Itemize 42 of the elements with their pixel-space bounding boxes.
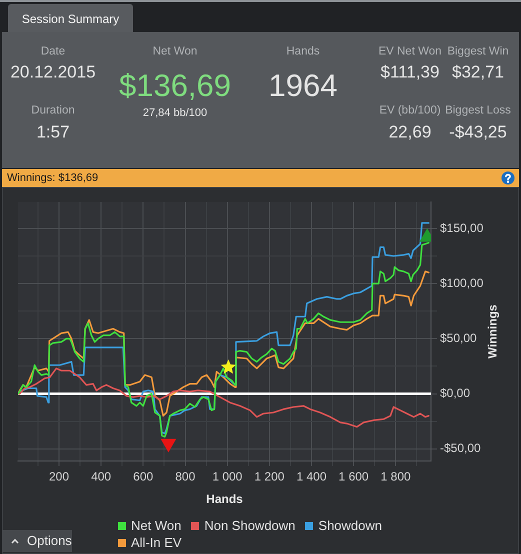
text: Duration xyxy=(31,104,75,118)
text: $111,39 xyxy=(380,62,440,82)
y-tick-label: $50,00 xyxy=(440,330,478,345)
x-tick-label: 600 xyxy=(133,470,154,484)
text: Date xyxy=(40,46,66,58)
x-tick-label: 800 xyxy=(175,470,196,484)
x-tick-label: 200 xyxy=(49,470,70,484)
y-tick-label: $100,00 xyxy=(440,276,484,290)
x-tick-label: 1 400 xyxy=(296,470,327,484)
y-tick-label: $0,00 xyxy=(440,386,470,400)
point xyxy=(220,359,236,374)
y-tick-label: -$50,00 xyxy=(440,441,482,456)
text: Biggest Loss xyxy=(445,104,511,118)
text: EV Net Won xyxy=(378,46,442,58)
text: Biggest Win xyxy=(447,46,509,58)
text: Options xyxy=(27,533,72,549)
x-tick-label: 1 600 xyxy=(338,470,369,484)
text: 1964 xyxy=(268,68,338,104)
legend-label: Showdown xyxy=(318,518,382,534)
text: $136,69 xyxy=(118,68,232,104)
x-tick-label: 1 000 xyxy=(212,470,243,484)
x-tick-label: 1 800 xyxy=(380,470,411,484)
legend-label: All-In EV xyxy=(131,535,182,551)
text: 22,69 xyxy=(388,122,432,142)
x-axis-title: Hands xyxy=(206,492,244,506)
text: $32,71 xyxy=(452,62,504,82)
text: -$43,25 xyxy=(449,122,507,142)
legend-label: Net Won xyxy=(131,518,182,534)
y-axis-title: Winnings xyxy=(485,304,500,358)
chart-title: Winnings: $136,69 xyxy=(7,171,98,185)
text: 1:57 xyxy=(36,122,70,142)
text: Net Won xyxy=(152,46,198,58)
x-tick-label: 400 xyxy=(91,470,112,484)
legend-label: Non Showdown xyxy=(204,518,296,534)
point xyxy=(161,438,176,452)
text: Hands xyxy=(286,46,320,58)
x-tick-label: 1 200 xyxy=(254,470,285,484)
text: EV (bb/100) xyxy=(379,104,441,118)
text: 27,84 bb/100 xyxy=(142,106,208,120)
y-tick-label: $150,00 xyxy=(440,220,484,235)
text: 20.12.2015 xyxy=(10,62,96,82)
text: Session Summary xyxy=(20,12,120,26)
